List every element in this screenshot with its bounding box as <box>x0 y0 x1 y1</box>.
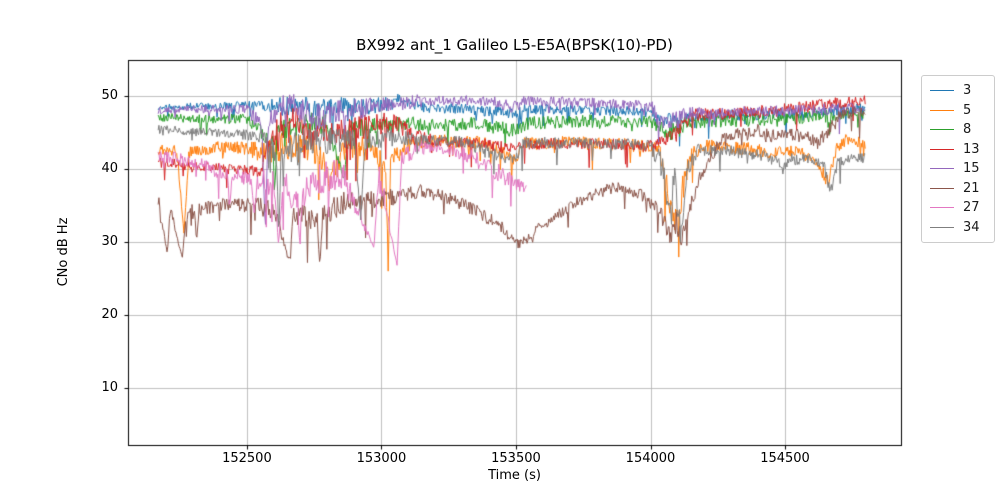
legend-line-sample <box>930 148 954 150</box>
legend-line-sample <box>930 90 954 92</box>
legend-entry: 21 <box>922 179 994 199</box>
x-axis-label: Time (s) <box>488 468 541 483</box>
y-tick-label: 30 <box>101 233 118 249</box>
legend-label: 27 <box>963 200 980 216</box>
legend-entry: 34 <box>922 218 994 238</box>
legend-entry: 15 <box>922 159 994 179</box>
x-tick-label: 154500 <box>760 451 810 466</box>
legend: 3 5 8 13 15 21 27 34 <box>921 75 995 243</box>
legend-label: 3 <box>963 83 972 99</box>
legend-label: 13 <box>963 141 980 157</box>
legend-entry: 3 <box>922 81 994 101</box>
y-tick-label: 40 <box>101 160 118 176</box>
legend-label: 21 <box>963 180 980 196</box>
chart-title: BX992 ant_1 Galileo L5-E5A(BPSK(10)-PD) <box>356 36 673 54</box>
legend-line-sample <box>930 187 954 189</box>
legend-entry: 8 <box>922 120 994 140</box>
x-tick-label: 153500 <box>491 451 541 466</box>
legend-entry: 5 <box>922 101 994 121</box>
y-tick-label: 10 <box>101 380 118 396</box>
legend-label: 15 <box>963 161 980 177</box>
legend-label: 34 <box>963 219 980 235</box>
legend-line-sample <box>930 109 954 111</box>
y-tick-label: 50 <box>101 87 118 103</box>
legend-line-sample <box>930 207 954 209</box>
legend-entry: 27 <box>922 198 994 218</box>
legend-line-sample <box>930 168 954 170</box>
x-tick-label: 153000 <box>356 451 407 466</box>
legend-line-sample <box>930 129 954 131</box>
x-tick-label: 152500 <box>222 451 272 466</box>
legend-label: 8 <box>963 122 972 138</box>
x-tick-label: 154000 <box>625 451 676 466</box>
legend-line-sample <box>930 226 954 228</box>
legend-label: 5 <box>963 102 972 118</box>
y-tick-label: 20 <box>101 306 118 322</box>
legend-entry: 13 <box>922 140 994 160</box>
